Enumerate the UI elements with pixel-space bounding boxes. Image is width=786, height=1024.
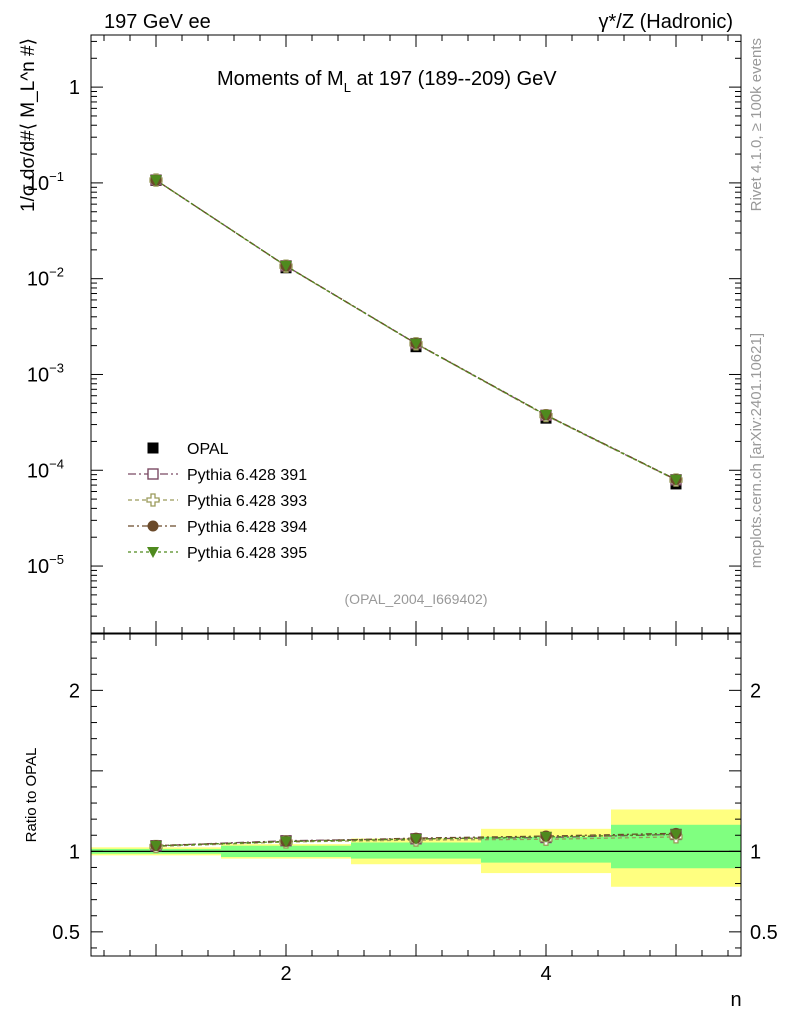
legend-label: Pythia 6.428 393 (187, 493, 307, 510)
legend-label: Pythia 6.428 395 (187, 545, 307, 562)
rivet-label: Rivet 4.1.0, ≥ 100k events (748, 38, 765, 211)
y-tick-label: 10−1 (27, 169, 64, 195)
ratio-y-tick-label: 2 (69, 680, 80, 702)
ratio-plot-frame (90, 633, 742, 957)
ratio-point (670, 829, 682, 841)
data-point (540, 410, 552, 422)
x-tick-label: 2 (280, 963, 291, 985)
y-axis-label: 1/σ dσ/d#⟨ M_L^n #⟩ (18, 38, 39, 212)
legend-marker (147, 468, 159, 480)
y-tick-label: 1 (69, 77, 80, 99)
legend-marker (147, 442, 159, 454)
ratio-point (410, 834, 422, 846)
y-tick-label: 10−2 (27, 265, 64, 291)
mcplots-label: mcplots.cern.ch [arXiv:2401.10621] (748, 333, 765, 568)
header-left: 197 GeV ee (104, 11, 211, 33)
main-plot-frame (90, 34, 742, 634)
chart-title: Moments of ML at 197 (189--209) GeV (217, 68, 557, 95)
x-tick-label: 4 (540, 963, 551, 985)
legend: OPAL Pythia 6.428 391 Pythia 6.428 393 Pyth… (128, 441, 307, 562)
legend-marker (146, 493, 160, 507)
x-axis-label: n (730, 989, 741, 1011)
analysis-id: (OPAL_2004_I669402) (345, 591, 488, 607)
ratio-y-tick-label-right: 1 (750, 841, 761, 863)
y-tick-label: 10−4 (27, 456, 64, 482)
series-line-1 (155, 179, 677, 481)
ratio-y-tick-label-right: 0.5 (750, 922, 778, 944)
ratio-point (280, 836, 292, 848)
series-line-4 (155, 179, 677, 481)
ratio-point (150, 840, 162, 852)
series-line-2 (155, 179, 677, 481)
series-line-3 (155, 179, 677, 481)
legend-marker (147, 547, 159, 558)
legend-label: Pythia 6.428 394 (187, 519, 307, 536)
ratio-y-tick-label-right: 2 (750, 680, 761, 702)
y-tick-label: 10−5 (27, 552, 64, 578)
legend-label: OPAL (187, 441, 229, 458)
legend-label: Pythia 6.428 391 (187, 467, 307, 484)
ratio-y-label: Ratio to OPAL (23, 748, 40, 843)
legend-marker (147, 520, 159, 532)
uncertainty-band-inner (351, 842, 481, 859)
header-right: γ*/Z (Hadronic) (599, 11, 733, 33)
data-point (280, 260, 292, 272)
data-point (670, 474, 682, 486)
ratio-point (540, 831, 552, 843)
y-tick-label: 10−3 (27, 360, 64, 386)
data-point (410, 338, 422, 350)
data-point (150, 175, 162, 187)
ratio-y-tick-label: 0.5 (52, 922, 80, 944)
ratio-y-tick-label: 1 (69, 841, 80, 863)
